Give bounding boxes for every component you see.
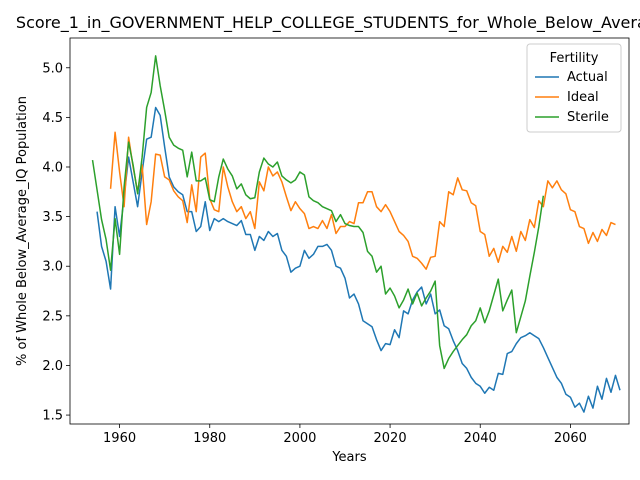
y-tick-label: 1.5 <box>42 409 63 424</box>
legend-entry-sterile: Sterile <box>567 110 609 125</box>
legend-entry-ideal: Ideal <box>567 90 599 105</box>
legend: Fertility Actual Ideal Sterile <box>526 43 622 133</box>
y-tick-label: 3.0 <box>42 260 63 275</box>
legend-entry-actual: Actual <box>567 70 608 85</box>
x-tick-label: 1980 <box>193 431 226 446</box>
x-tick-label: 1960 <box>103 431 136 446</box>
x-tick-label: 2000 <box>283 431 316 446</box>
y-tick-label: 4.0 <box>42 160 63 175</box>
series-line-sterile <box>91 55 545 370</box>
legend-title: Fertility <box>550 51 599 66</box>
legend-box <box>526 43 622 133</box>
y-tick-label: 3.5 <box>42 210 63 225</box>
x-tick-label: 2060 <box>554 431 587 446</box>
x-tick-label: 2020 <box>374 431 407 446</box>
series-line-ideal <box>109 131 616 270</box>
y-tick-label: 2.5 <box>42 309 63 324</box>
y-tick-label: 4.5 <box>42 111 63 126</box>
chart-title: Score_1_in_GOVERNMENT_HELP_COLLEGE_STUDE… <box>16 13 640 33</box>
y-axis: 1.5 2.0 2.5 3.0 3.5 4.0 4.5 5.0 <box>42 61 70 424</box>
x-tick-label: 2040 <box>464 431 497 446</box>
series-line-actual <box>96 106 621 413</box>
y-axis-label: % of Whole Below_Average_IQ Population <box>15 96 30 366</box>
plot-area: 1960 1980 2000 2020 2040 2060 1.5 2.0 2.5 3.0 3.5… <box>42 37 630 446</box>
x-axis-label: Years <box>331 450 367 465</box>
x-axis: 1960 1980 2000 2020 2040 2060 <box>103 424 587 446</box>
y-tick-label: 5.0 <box>42 61 63 76</box>
axes-frame <box>69 37 630 425</box>
y-tick-label: 2.0 <box>42 359 63 374</box>
series-layer <box>91 55 621 413</box>
